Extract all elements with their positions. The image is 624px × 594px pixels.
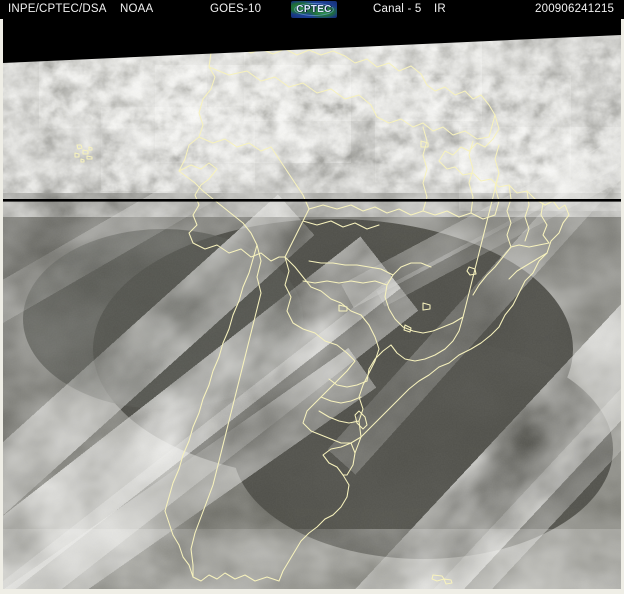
scanline-artifact bbox=[3, 199, 621, 202]
header-band-label: IR bbox=[434, 3, 446, 15]
satellite-infrared-image bbox=[3, 19, 621, 589]
satellite-image-plate bbox=[3, 19, 621, 589]
satellite-image-frame bbox=[0, 19, 624, 594]
header-satellite-label: GOES-10 bbox=[210, 3, 262, 15]
cptec-logo-label: CPTEC bbox=[296, 4, 332, 15]
cptec-globe-logo-icon: CPTEC bbox=[291, 1, 337, 18]
header-channel-label: Canal - 5 bbox=[373, 3, 422, 15]
image-header-bar: INPE/CPTEC/DSA NOAA GOES-10 CPTEC Canal … bbox=[0, 0, 624, 19]
header-timestamp-label: 200906241215 bbox=[535, 3, 615, 15]
header-agency-label: INPE/CPTEC/DSA bbox=[8, 3, 107, 15]
off-scan-region bbox=[3, 19, 621, 63]
coastline-overlay bbox=[74, 24, 570, 585]
header-operator-label: NOAA bbox=[120, 3, 154, 15]
